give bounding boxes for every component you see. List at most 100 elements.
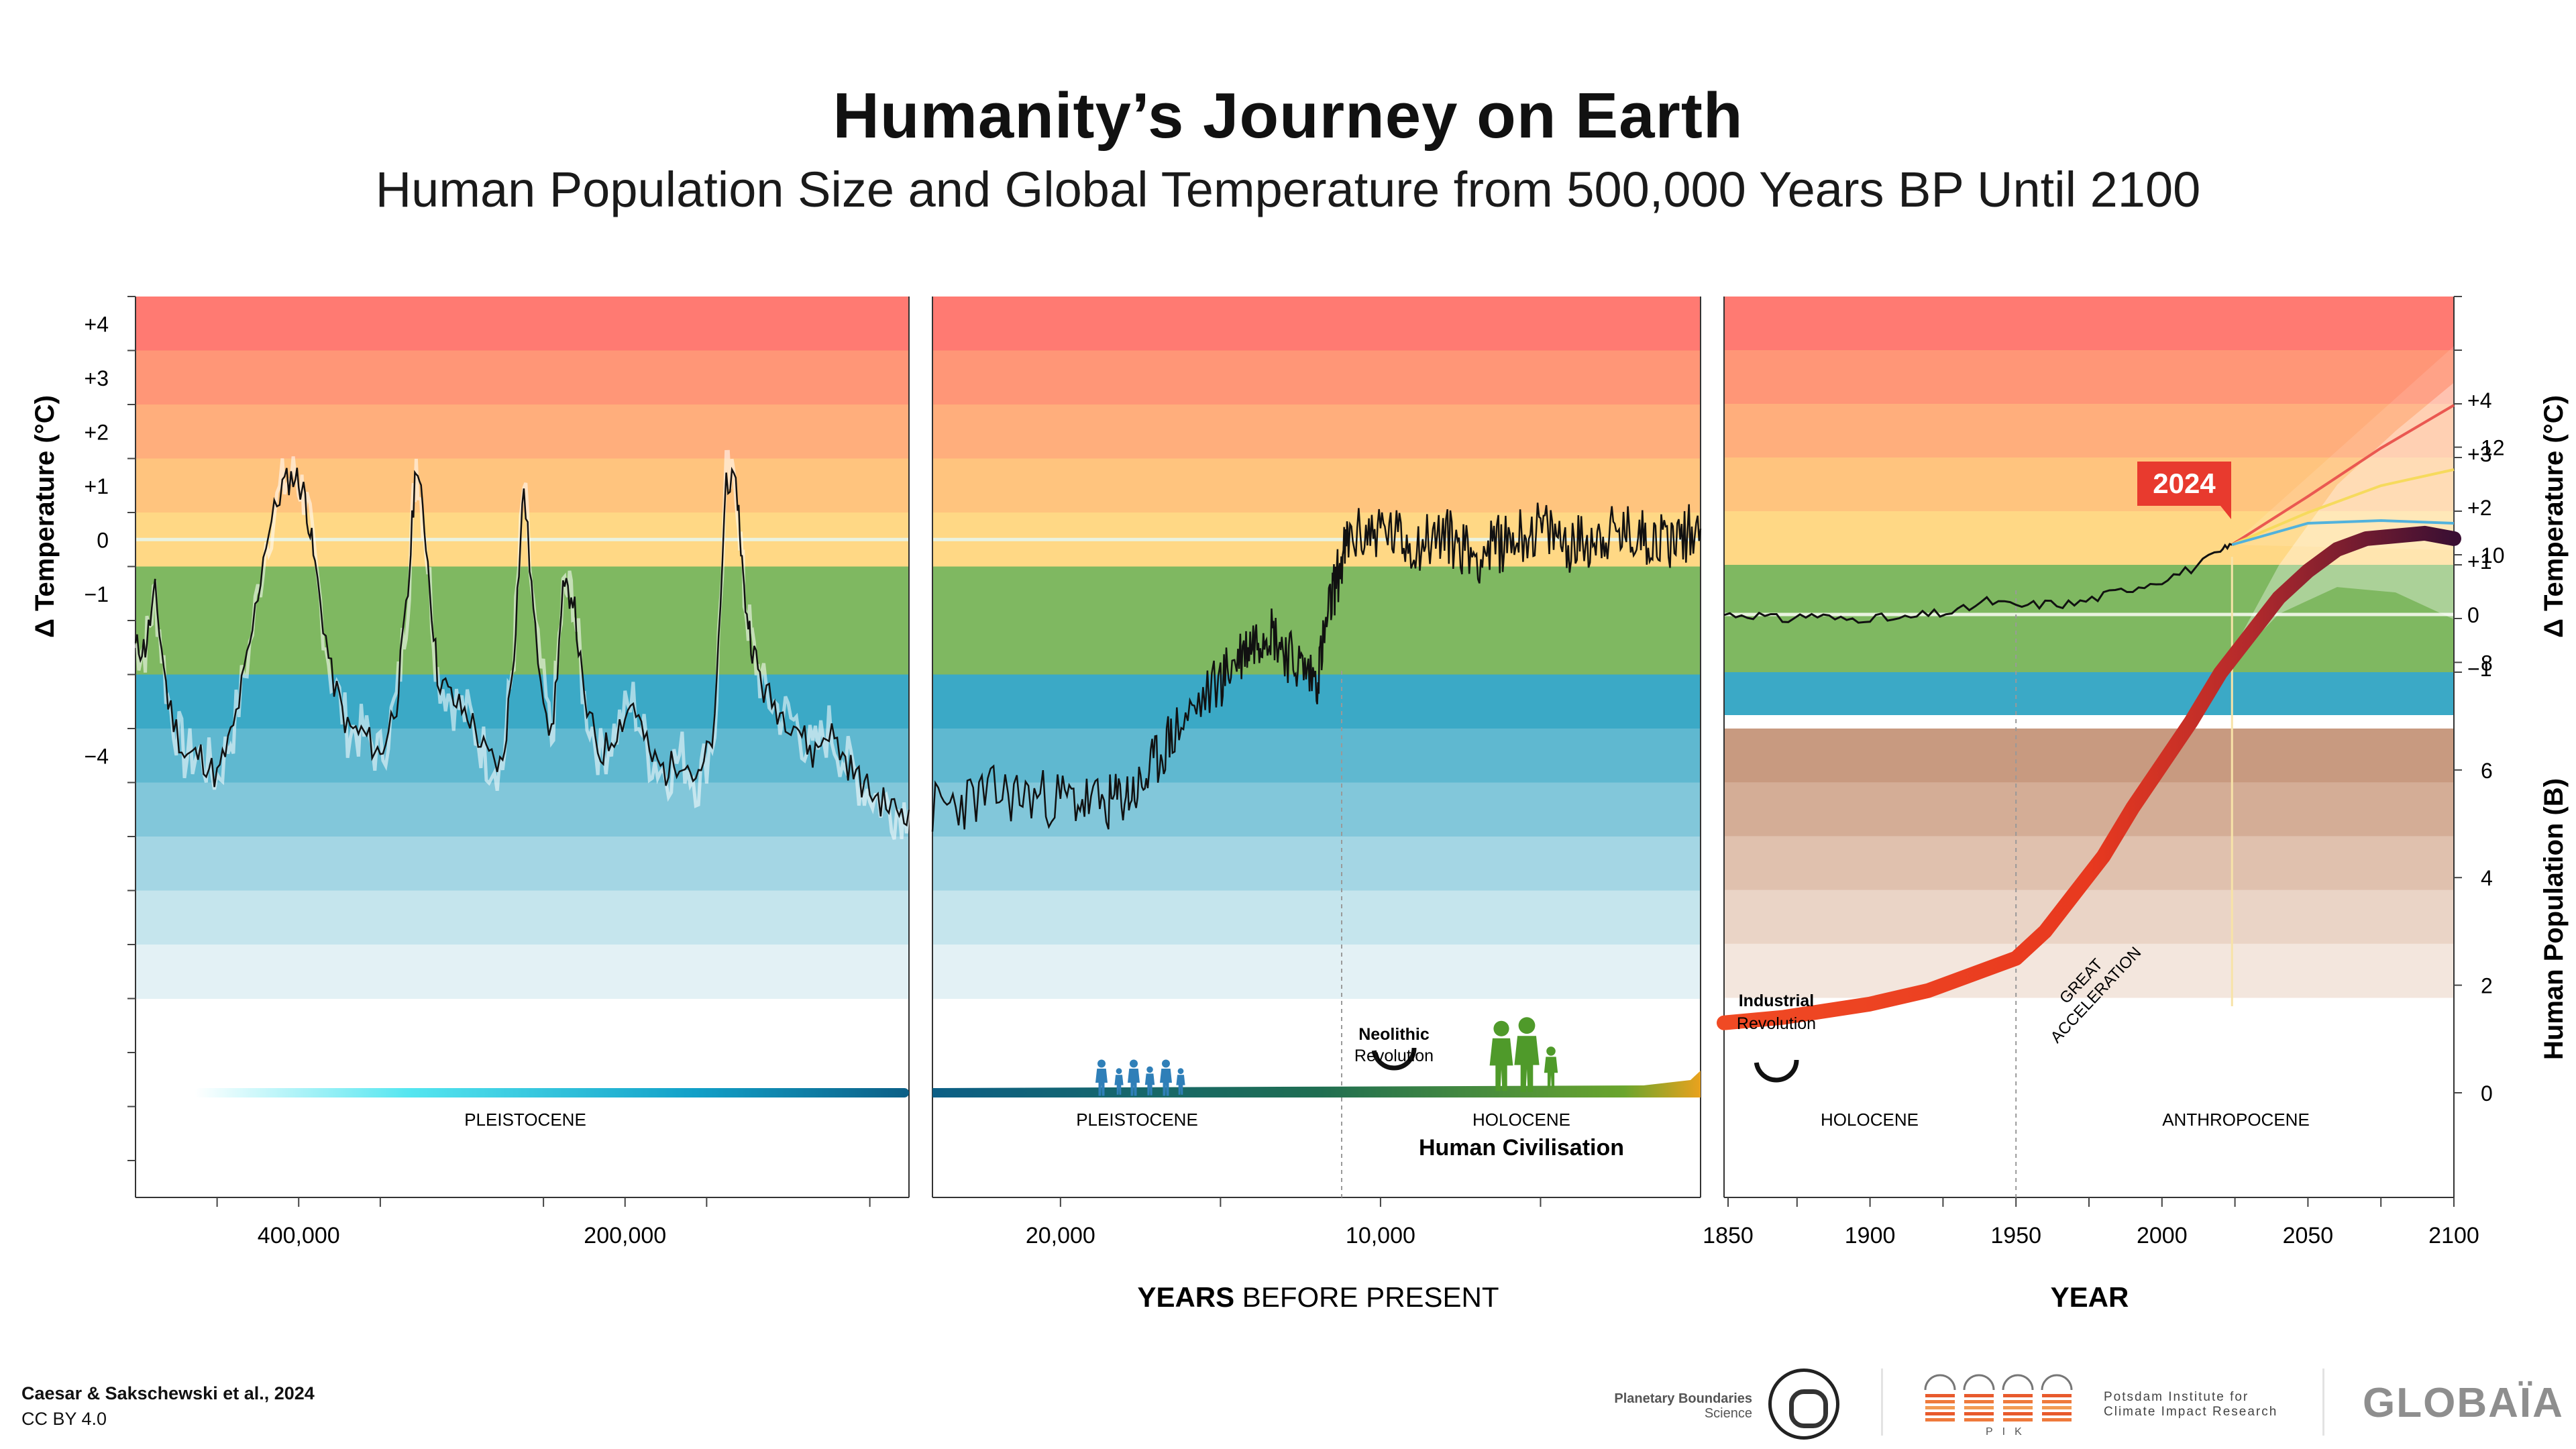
x-axis-title-years-rest: BEFORE PRESENT — [1234, 1281, 1499, 1313]
pik-bar — [1925, 1406, 1955, 1409]
x-tick-label-year: 2000 — [2137, 1223, 2188, 1248]
y-tick-label-right-pop: 2 — [2481, 974, 2493, 998]
family-icon — [1489, 1020, 1513, 1091]
figure-body — [1514, 1036, 1540, 1092]
y-tick-label-right-pop: 12 — [2481, 436, 2505, 460]
temperature-scenario-low — [2231, 519, 2455, 546]
y-tick-label-right-pop: 4 — [2481, 866, 2493, 890]
warm-band — [1724, 350, 2454, 405]
x-tick-label-year: 1850 — [1703, 1223, 1754, 1248]
population-band — [1724, 890, 2454, 945]
pik-bar — [1964, 1412, 1994, 1415]
pbs-logo-line2: Science — [1704, 1406, 1752, 1421]
figure-head — [1162, 1059, 1170, 1068]
epoch-label-pleistocene-1: PLEISTOCENE — [464, 1110, 586, 1130]
x-axis-title-years: YEARS BEFORE PRESENT — [1137, 1281, 1499, 1313]
warm-band — [932, 350, 1701, 405]
figure-body — [1544, 1057, 1558, 1088]
pik-arc — [2041, 1374, 2073, 1391]
temperature-scenario-mid — [2231, 468, 2455, 546]
pik-logo-text: Potsdam Institute for Climate Impact Rese… — [2104, 1390, 2277, 1419]
warm-band — [136, 350, 909, 405]
holocene-timeline-bar — [932, 1071, 1701, 1097]
population-band — [1724, 943, 2454, 998]
cool-band — [932, 837, 1701, 891]
population-band — [1724, 729, 2454, 783]
figure-head — [1097, 1059, 1106, 1068]
warm-band — [1724, 297, 2454, 351]
y-tick-label-right-temp: 0 — [2467, 603, 2479, 627]
cool-band — [136, 890, 909, 945]
industrial-revolution-sublabel: Revolution — [1737, 1014, 1816, 1033]
y-tick-label-left: +3 — [85, 366, 109, 390]
chart-title: Humanity’s Journey on Earth — [833, 80, 1743, 152]
pbs-logo-text: Planetary Boundaries Science — [1605, 1391, 1752, 1421]
pik-bar — [2003, 1400, 2033, 1403]
cool-band — [932, 890, 1701, 945]
pleistocene-timeline-bar — [195, 1088, 909, 1097]
temperature-line-pleistocene — [134, 466, 910, 827]
cool-band — [136, 945, 909, 999]
pik-logo-line1: Potsdam Institute for — [2104, 1390, 2249, 1404]
x-tick-label-year: 1950 — [1990, 1223, 2041, 1248]
pik-logo-line2: Climate Impact Research — [2104, 1405, 2278, 1419]
population-band — [1724, 782, 2454, 837]
y-tick-label-left: +4 — [85, 312, 109, 336]
marker-2024: 2024 — [2137, 462, 2231, 519]
temperature-scenario-high — [2231, 404, 2455, 546]
figure-head — [1116, 1068, 1122, 1075]
green-band — [932, 566, 1701, 675]
y-tick-label-right-temp: +4 — [2467, 388, 2491, 413]
x-tick-label-year: 2100 — [2428, 1223, 2479, 1248]
pik-bar — [2042, 1394, 2072, 1397]
epoch-label-holocene-3: HOLOCENE — [1821, 1110, 1919, 1130]
x-tick-label-pleistocene: 200,000 — [584, 1223, 666, 1248]
pik-logo-short: PIK — [1986, 1426, 2031, 1438]
cool-band — [932, 945, 1701, 999]
pik-arc — [1924, 1374, 1956, 1391]
cool-band — [1724, 672, 2454, 715]
x-axis-title-years-bold: YEARS — [1137, 1281, 1234, 1313]
temperature-line-observed — [1723, 543, 2233, 624]
warm-band — [1724, 404, 2454, 458]
y-tick-label-right-pop: 0 — [2481, 1081, 2493, 1106]
industrial-revolution-marker — [1754, 1037, 1799, 1083]
green-band — [136, 566, 909, 675]
pik-logo-mark — [1924, 1374, 2073, 1421]
pbs-logo-line1: Planetary Boundaries — [1614, 1391, 1752, 1406]
epoch-label-anthropocene: ANTHROPOCENE — [2162, 1110, 2310, 1130]
y-tick-label-right-temp: +2 — [2467, 496, 2491, 520]
x-axis-title-year: YEAR — [2051, 1281, 2129, 1313]
y-tick-label-right-pop: 8 — [2481, 651, 2493, 675]
pik-bar — [2042, 1418, 2072, 1421]
walking-people-icon — [1144, 1066, 1155, 1095]
warm-band — [136, 297, 909, 351]
marker-2024-box — [2137, 462, 2231, 506]
pbs-logo-icon — [1768, 1368, 1839, 1440]
neolithic-sublabel: Revolution — [1354, 1046, 1434, 1065]
temperature-line-holocene — [931, 502, 1702, 832]
credit-license: CC BY 4.0 — [21, 1409, 107, 1429]
figure-body — [1144, 1073, 1155, 1095]
x-tick-label-holocene: 20,000 — [1026, 1223, 1095, 1248]
warm-band — [932, 458, 1701, 513]
y-tick-label-left: 0 — [97, 528, 109, 552]
pik-bar — [1925, 1412, 1955, 1415]
x-tick-label-holocene: 10,000 — [1346, 1223, 1415, 1248]
pik-bar — [2042, 1412, 2072, 1415]
pik-bar — [1925, 1400, 1955, 1403]
population-curve — [1717, 525, 2461, 1030]
globaia-logo: GLOBAÏA — [2363, 1379, 2564, 1427]
figure-head — [1546, 1046, 1556, 1056]
figure-head — [1493, 1020, 1509, 1036]
y-tick-label-left: −4 — [85, 744, 109, 768]
pik-bar — [2042, 1406, 2072, 1409]
figure-body — [1160, 1069, 1172, 1096]
neolithic-label: Neolithic — [1358, 1025, 1430, 1044]
pik-bar — [2042, 1400, 2072, 1403]
x-tick-label-year: 1900 — [1845, 1223, 1896, 1248]
pik-arc — [2002, 1374, 2034, 1391]
marker-2024-pointer — [2220, 506, 2231, 519]
y-tick-label-right-pop: 6 — [2481, 759, 2493, 783]
